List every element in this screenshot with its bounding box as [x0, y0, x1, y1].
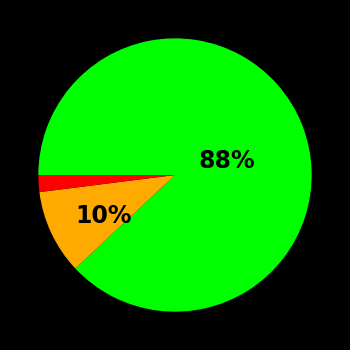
Wedge shape	[38, 175, 175, 192]
Text: 88%: 88%	[198, 149, 255, 173]
Text: 10%: 10%	[76, 204, 132, 228]
Wedge shape	[38, 38, 312, 312]
Wedge shape	[40, 175, 175, 268]
